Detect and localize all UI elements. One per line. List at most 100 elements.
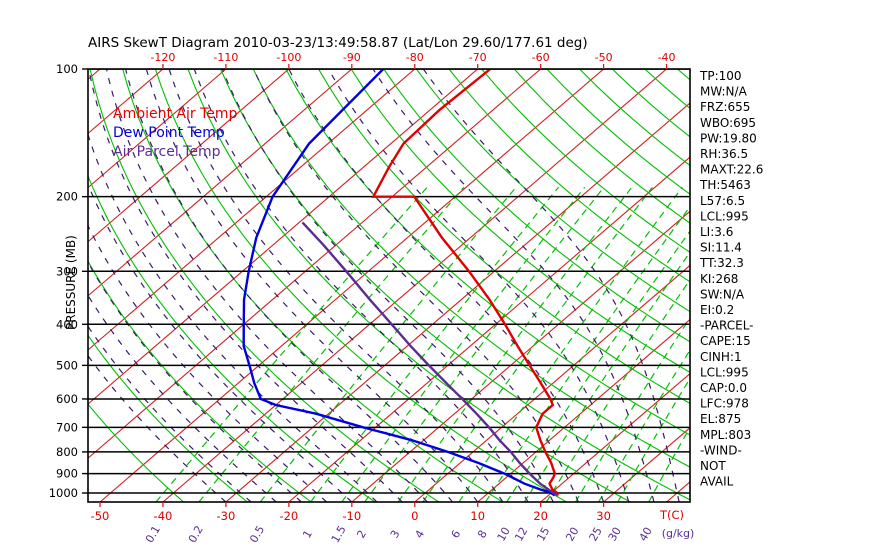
isotherm-line (414, 264, 690, 502)
parameter-pw-19-80: PW:19.80 (700, 131, 757, 145)
pressure-tick-label-400: 400 (56, 317, 78, 331)
mixing-ratio-line (364, 186, 605, 502)
legend-dew-point-temp: Dew Point Temp (113, 125, 225, 141)
bottom-temp-tick-label--10: -10 (342, 509, 361, 523)
parameter-th-5463: TH:5463 (699, 178, 751, 192)
isotherm-line (88, 69, 290, 243)
isotherm-line (99, 69, 604, 502)
parameter-cape-15: CAPE:15 (700, 334, 751, 348)
mixing-ratio-line (485, 205, 690, 502)
top-temp-tick-label--90: -90 (343, 51, 361, 64)
legend-ambient-air-temp: Ambient Air Temp (113, 106, 238, 122)
moist-adiabat-line (88, 182, 353, 502)
parameter-mpl-803: MPL:803 (700, 428, 751, 442)
moist-adiabat-line (88, 325, 252, 502)
mixing-ratio-tick-label-30: 30 (606, 525, 624, 544)
parameter-l57-6-5: L57:6.5 (700, 194, 745, 208)
top-temp-tick-label--60: -60 (532, 51, 550, 64)
top-temp-tick-label--110: -110 (213, 51, 238, 64)
isotherm-line (88, 69, 479, 405)
parameter-si-11-4: SI:11.4 (700, 241, 742, 255)
parameter-avail: AVAIL (700, 475, 734, 489)
mixing-ratio-line (648, 426, 690, 502)
pressure-tick-label-800: 800 (56, 445, 78, 459)
mixing-ratio-line (598, 349, 690, 502)
mixing-ratio-line (341, 186, 586, 502)
pressure-tick-label-1000: 1000 (49, 486, 78, 500)
dry-adiabat-line (448, 69, 690, 283)
dry-adiabat-line (88, 260, 312, 502)
dry-adiabat-line (154, 69, 567, 502)
parameter-tt-32-3: TT:32.3 (699, 256, 744, 270)
dry-adiabat-line (89, 69, 440, 502)
parameter-wbo-695: WBO:695 (700, 116, 756, 130)
dry-adiabat-line (220, 69, 690, 501)
ambient-air-temp-trace (371, 69, 559, 496)
pressure-tick-label-600: 600 (56, 392, 78, 406)
temperature-unit-label: T(C) (659, 508, 684, 522)
mixing-ratio-tick-label-25: 25 (587, 525, 605, 544)
pressure-axis-title: PRESSURE (MB) (64, 235, 78, 330)
bottom-temp-tick-label-30: 30 (596, 509, 611, 523)
parameter-ki-268: KI:268 (700, 272, 738, 286)
dry-adiabat-line (383, 69, 690, 343)
isotherm-line (88, 69, 353, 297)
mixing-ratio-unit-label: (g/kg) (662, 527, 695, 540)
pressure-tick-label-100: 100 (56, 62, 78, 76)
parameter-wind: -WIND- (700, 443, 742, 457)
mixing-ratio-line (458, 186, 683, 502)
mixing-ratio-line (545, 278, 690, 502)
dew-point-temp-trace (242, 69, 556, 497)
parameter-tp-100: TP:100 (699, 69, 742, 83)
dry-adiabat-line (415, 69, 690, 313)
parameter-mw-n-a: MW:N/A (700, 85, 748, 99)
top-temp-tick-label--40: -40 (658, 51, 676, 64)
moist-adiabat-line (372, 69, 655, 502)
mixing-ratio-tick-label-20: 20 (563, 525, 581, 544)
bottom-temp-tick-label--50: -50 (91, 509, 110, 523)
bottom-temp-tick-label--30: -30 (217, 509, 236, 523)
page-title: AIRS SkewT Diagram 2010-03-23/13:49:58.8… (88, 35, 588, 51)
mixing-ratio-line (506, 230, 690, 502)
moist-adiabat-line (88, 132, 378, 502)
isobar-lines (88, 69, 690, 494)
mixing-ratio-tick-label-15: 15 (534, 525, 552, 544)
isotherm-line (88, 69, 227, 189)
moist-adiabat-line (221, 69, 554, 502)
dry-adiabat-lines (88, 69, 690, 502)
bottom-temp-tick-label-20: 20 (533, 509, 548, 523)
bottom-temp-tick-label-0: 0 (411, 509, 418, 523)
parameter-li-3-6: LI:3.6 (700, 225, 733, 239)
parameter-frz-655: FRZ:655 (700, 100, 750, 114)
mixing-ratio-line (575, 316, 690, 502)
isotherm-line (225, 102, 690, 502)
pressure-tick-label-500: 500 (56, 358, 78, 372)
pressure-tick-label-200: 200 (56, 190, 78, 204)
parameter-ei-0-2: EI:0.2 (700, 303, 734, 317)
parameter-lcl-995: LCL:995 (700, 365, 749, 379)
moist-adiabat-line (124, 69, 453, 502)
parameter-lcl-995: LCL:995 (700, 209, 749, 223)
pressure-tick-label-900: 900 (56, 467, 78, 481)
moist-adiabat-line (327, 69, 630, 502)
legend-air-parcel-temp: Air Parcel Temp (113, 144, 221, 160)
bottom-temp-tick-label--40: -40 (154, 509, 173, 523)
parameter-parcel: -PARCEL- (700, 319, 754, 333)
mixing-ratio-tick-label-10: 10 (495, 525, 513, 544)
parameter-rh-36-5: RH:36.5 (700, 147, 748, 161)
mixing-ratio-line (523, 251, 690, 502)
top-temp-tick-label--80: -80 (406, 51, 424, 64)
axis-ticks (82, 64, 668, 507)
moist-adiabat-line (168, 69, 504, 502)
pressure-tick-label-300: 300 (56, 264, 78, 278)
moist-adiabat-line (88, 69, 403, 502)
dry-adiabat-line (285, 69, 690, 436)
sounding-traces (242, 69, 559, 497)
parameter-lfc-978: LFC:978 (700, 397, 749, 411)
air-parcel-temp-trace (301, 221, 559, 497)
top-temp-tick-label--120: -120 (150, 51, 175, 64)
bottom-temp-tick-label-10: 10 (470, 509, 485, 523)
